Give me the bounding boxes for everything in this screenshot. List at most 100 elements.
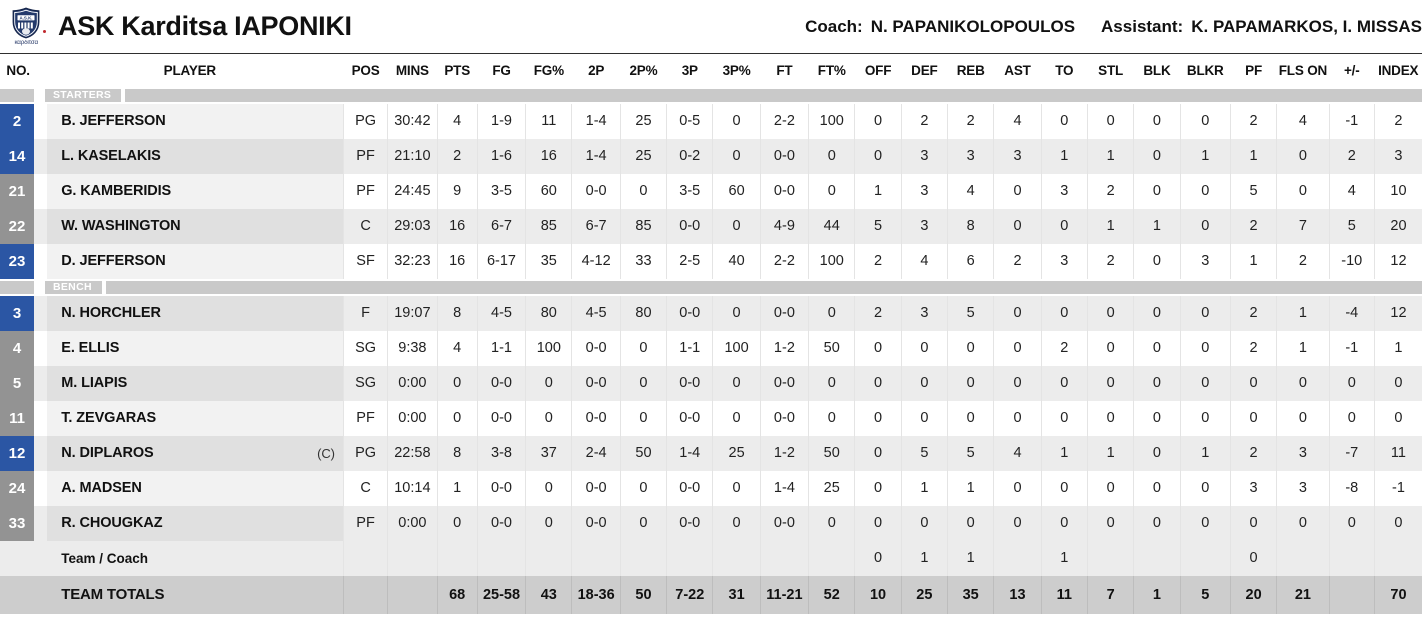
col-plusminus[interactable]: +/-	[1329, 53, 1375, 87]
player-name-cell[interactable]: R. CHOUGKAZ	[36, 505, 343, 541]
col-no[interactable]: NO.	[0, 53, 37, 87]
table-row[interactable]: 21 G. KAMBERIDIS PF 24:45 9 3-5 60 0-0 0 3-5 60 0-0…	[0, 173, 1422, 209]
player-number-badge: 21	[0, 173, 34, 209]
stat-2p: 4-5	[571, 295, 621, 331]
stat-plus-minus: 0	[1328, 400, 1375, 436]
col-off[interactable]: OFF	[854, 53, 902, 87]
totals-stat-2p-pct: 50	[619, 575, 667, 614]
col-blkr[interactable]: BLKR	[1180, 53, 1231, 87]
player-name-pill[interactable]: R. CHOUGKAZ	[47, 505, 343, 541]
col-player[interactable]: PLAYER	[36, 53, 344, 87]
col-flson[interactable]: FLS ON	[1276, 53, 1330, 87]
stat-plus-minus: -1	[1328, 103, 1375, 139]
totals-stat-reb: 35	[947, 575, 994, 614]
stat-2p: 4-12	[571, 243, 621, 279]
table-row[interactable]: 22 W. WASHINGTON C 29:03 16 6-7 85 6-7 85 0-0 0 4-9…	[0, 208, 1422, 244]
player-name-pill[interactable]: W. WASHINGTON	[47, 208, 343, 244]
player-name: M. LIAPIS	[61, 375, 128, 391]
col-ast[interactable]: AST	[993, 53, 1042, 87]
player-name-cell[interactable]: G. KAMBERIDIS	[36, 173, 343, 209]
stat-mins: 19:07	[387, 295, 438, 331]
col-blk[interactable]: BLK	[1133, 53, 1181, 87]
stat-ft: 2-2	[759, 103, 809, 139]
player-name-cell[interactable]: B. JEFFERSON	[36, 103, 343, 139]
col-pf[interactable]: PF	[1230, 53, 1277, 87]
player-name-cell[interactable]: D. JEFFERSON	[36, 243, 343, 279]
table-row[interactable]: 33 R. CHOUGKAZ PF 0:00 0 0-0 0 0-0 0 0-0 0 0-0 0 0 0 0 0…	[0, 505, 1422, 541]
stat-def: 3	[900, 295, 948, 331]
stat-ft: 1-2	[759, 435, 809, 471]
team-coach-stat-fg-pct	[525, 540, 572, 576]
player-name-cell[interactable]: A. MADSEN	[36, 470, 343, 506]
table-row[interactable]: 2 B. JEFFERSON PG 30:42 4 1-9 11 1-4 25 0-5 0 2-2 10…	[0, 103, 1422, 139]
col-fg[interactable]: FG	[477, 53, 526, 87]
coaching-staff: Coach: N. PAPANIKOLOPOULOS Assistant: K.…	[805, 17, 1422, 37]
player-name-cell[interactable]: L. KASELAKIS	[36, 138, 343, 174]
stat-def: 5	[900, 435, 948, 471]
table-row[interactable]: 11 T. ZEVGARAS PF 0:00 0 0-0 0 0-0 0 0-0 0 0-0 0 0 0 0 0…	[0, 400, 1422, 436]
col-stl[interactable]: STL	[1087, 53, 1134, 87]
player-name-pill[interactable]: N. HORCHLER	[47, 295, 343, 331]
stat-off: 0	[854, 400, 902, 436]
stat-ft: 0-0	[759, 138, 809, 174]
team-coach-stat-off: 0	[854, 540, 902, 576]
col-2pp[interactable]: 2P%	[620, 53, 667, 87]
stat-fls-on: 1	[1276, 330, 1330, 366]
col-pts[interactable]: PTS	[437, 53, 478, 87]
stat-2p: 0-0	[571, 330, 621, 366]
player-name-pill[interactable]: G. KAMBERIDIS	[47, 173, 343, 209]
player-name-pill[interactable]: N. DIPLAROS (C)	[47, 435, 343, 471]
col-pos[interactable]: POS	[343, 53, 388, 87]
team-coach-stat-mins	[387, 540, 438, 576]
player-name-cell[interactable]: N. HORCHLER	[36, 295, 343, 331]
stat-index: 20	[1373, 208, 1422, 244]
team-totals-row: TEAM TOTALS 68 25-58 43 18-36 50 7-22 31 11-21 52…	[0, 575, 1422, 614]
table-row[interactable]: 12 N. DIPLAROS (C) PG 22:58 8 3-8 37 2-4 50 1-4 25 1…	[0, 435, 1422, 471]
player-name-cell[interactable]: T. ZEVGARAS	[36, 400, 343, 436]
table-row[interactable]: 5 M. LIAPIS SG 0:00 0 0-0 0 0-0 0 0-0 0 0-0 0 0 0 0 0 0 0 0…	[0, 365, 1422, 401]
section-bar: BENCH	[0, 280, 1422, 294]
col-3p[interactable]: 3P	[666, 53, 713, 87]
player-name-cell[interactable]: W. WASHINGTON	[36, 208, 343, 244]
player-name-pill[interactable]: E. ELLIS	[47, 330, 343, 366]
player-name-cell[interactable]: E. ELLIS	[36, 330, 343, 366]
player-name-cell[interactable]: M. LIAPIS	[36, 365, 343, 401]
table-row[interactable]: 3 N. HORCHLER F 19:07 8 4-5 80 4-5 80 0-0 0 0-0 0 2 3 5…	[0, 295, 1422, 331]
stat-3p: 0-5	[666, 103, 713, 139]
section-bar: STARTERS	[0, 88, 1422, 102]
stat-3p: 0-0	[666, 295, 713, 331]
col-3pp[interactable]: 3P%	[712, 53, 761, 87]
stat-3p-pct: 0	[712, 400, 761, 436]
stat-plus-minus: 4	[1328, 173, 1375, 209]
player-name: R. CHOUGKAZ	[61, 515, 163, 531]
col-ftp[interactable]: FT%	[808, 53, 855, 87]
stat-2p-pct: 85	[619, 208, 667, 244]
player-name-pill[interactable]: D. JEFFERSON	[47, 243, 343, 279]
col-mins[interactable]: MINS	[387, 53, 438, 87]
stat-ft: 0-0	[759, 400, 809, 436]
col-def[interactable]: DEF	[901, 53, 948, 87]
col-ft[interactable]: FT	[760, 53, 809, 87]
table-row[interactable]: 24 A. MADSEN C 10:14 1 0-0 0 0-0 0 0-0 0 1-4 25 0 1 1 0 0…	[0, 470, 1422, 506]
stat-pf: 2	[1229, 295, 1277, 331]
team-coach-row: Team / Coach 0 1 1 1 0	[0, 540, 1422, 576]
col-index[interactable]: INDEX	[1374, 53, 1422, 87]
player-name-pill[interactable]: M. LIAPIS	[47, 365, 343, 401]
stat-blk: 0	[1133, 505, 1181, 541]
col-reb[interactable]: REB	[947, 53, 994, 87]
player-name-pill[interactable]: B. JEFFERSON	[47, 103, 343, 139]
player-name-pill[interactable]: A. MADSEN	[47, 470, 343, 506]
player-name-pill[interactable]: L. KASELAKIS	[47, 138, 343, 174]
stat-pf: 2	[1229, 435, 1277, 471]
stat-def: 3	[900, 208, 948, 244]
stat-2p-pct: 0	[619, 173, 667, 209]
col-2p[interactable]: 2P	[571, 53, 621, 87]
col-to[interactable]: TO	[1041, 53, 1088, 87]
col-fgp[interactable]: FG%	[525, 53, 572, 87]
table-row[interactable]: 4 E. ELLIS SG 9:38 4 1-1 100 0-0 0 1-1 100 1-2 50 0 0 0…	[0, 330, 1422, 366]
player-name-pill[interactable]: T. ZEVGARAS	[47, 400, 343, 436]
table-row[interactable]: 14 L. KASELAKIS PF 21:10 2 1-6 16 1-4 25 0-2 0 0-0 0…	[0, 138, 1422, 174]
table-row[interactable]: 23 D. JEFFERSON SF 32:23 16 6-17 35 4-12 33 2-5 40…	[0, 243, 1422, 279]
totals-stat-pf: 20	[1229, 575, 1277, 614]
player-name-cell[interactable]: N. DIPLAROS (C)	[36, 435, 343, 471]
